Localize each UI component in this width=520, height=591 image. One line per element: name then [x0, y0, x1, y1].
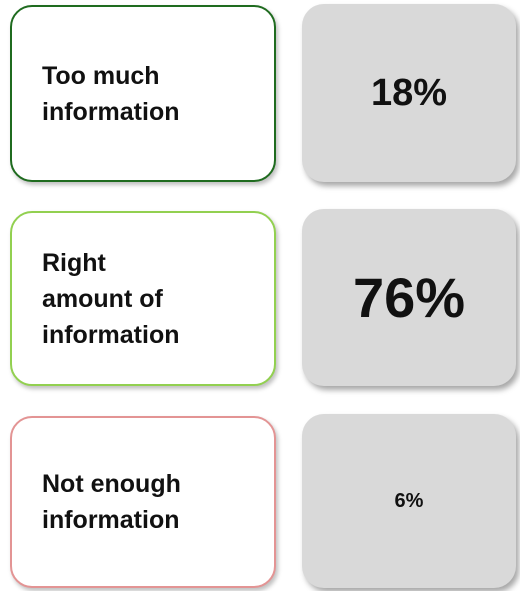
label-line: Too much — [42, 61, 160, 90]
label-line: information — [42, 320, 180, 349]
label-line: Right — [42, 248, 106, 277]
value-box: 6% — [302, 414, 516, 588]
label-box: Not enough information — [10, 416, 276, 588]
value-box: 18% — [302, 4, 516, 182]
label-line: information — [42, 97, 180, 126]
label-box: Too much information — [10, 5, 276, 182]
label-box: Right amount of information — [10, 211, 276, 386]
value-box: 76% — [302, 209, 516, 386]
label-line: information — [42, 506, 180, 534]
label-line: Not enough — [42, 470, 181, 498]
label-line: amount of — [42, 284, 163, 313]
